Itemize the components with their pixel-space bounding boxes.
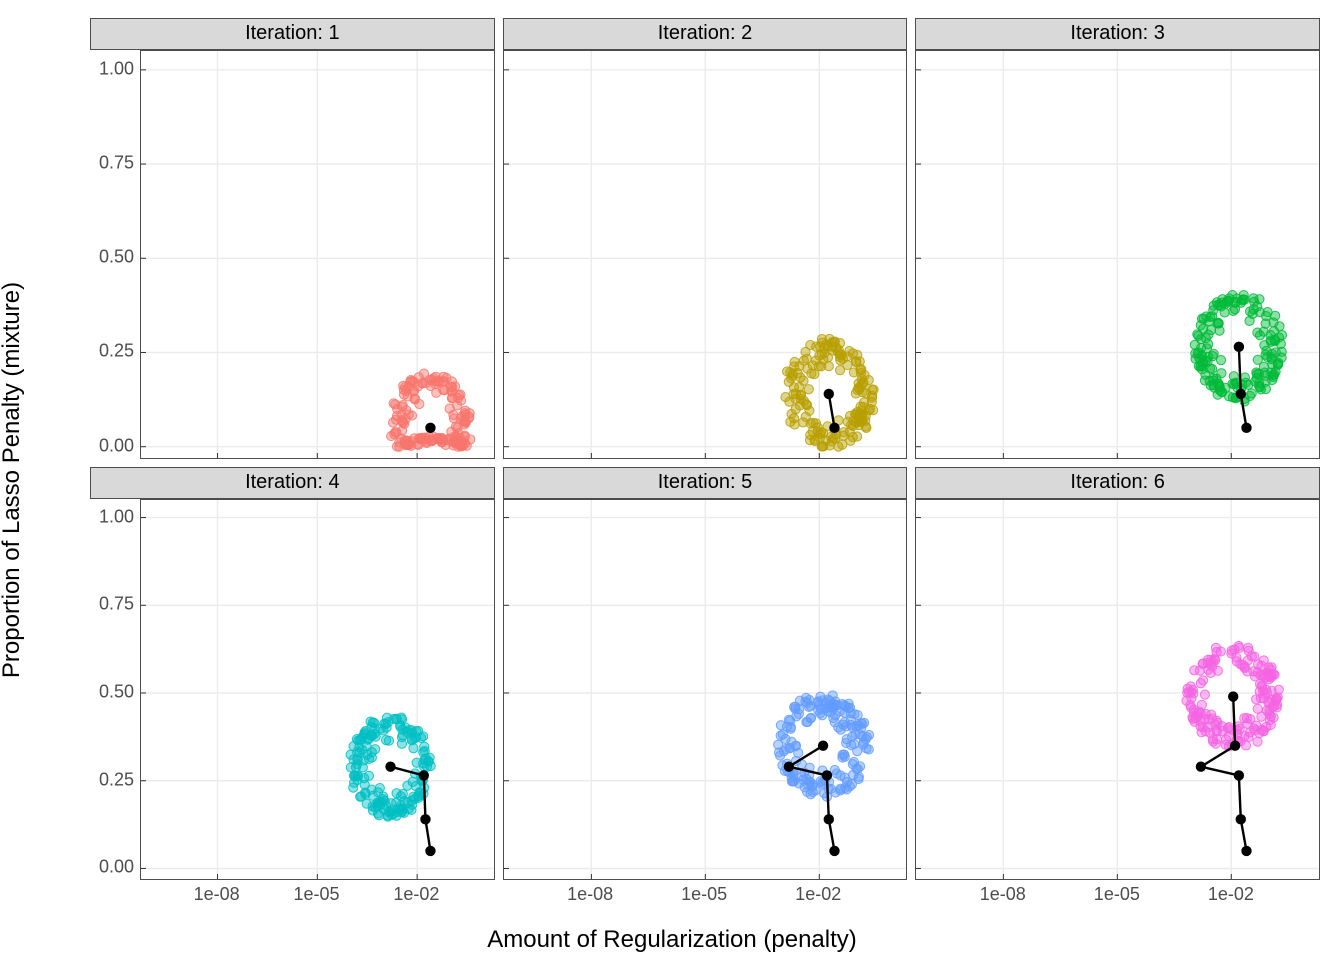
facet-panel: Iteration: 4 0.00 0.25 0.50 0.75 1.00 1e-08 1e-…: [90, 467, 495, 908]
facet-strip: Iteration: 6: [915, 467, 1320, 499]
facet-strip: Iteration: 3: [915, 18, 1320, 50]
x-tick-label: 1e-08: [194, 884, 240, 905]
facet-panel: Iteration: 6 1e-08 1e-05 1e-02: [915, 467, 1320, 908]
facet-grid: Iteration: 10.000.250.500.751.00Iteratio…: [90, 18, 1320, 908]
x-tick-label: 1e-08: [567, 884, 613, 905]
facet-strip: Iteration: 2: [503, 18, 908, 50]
y-tick-label: 0.00: [99, 435, 134, 456]
x-tick-label: 1e-05: [293, 884, 339, 905]
plot-panel: [140, 50, 495, 459]
facet-panel: Iteration: 2: [503, 18, 908, 459]
y-tick-label: 0.75: [99, 153, 134, 174]
facet-panel: Iteration: 3: [915, 18, 1320, 459]
x-tick-label: 1e-08: [980, 884, 1026, 905]
y-tick-label: 0.50: [99, 682, 134, 703]
y-tick-label: 0.75: [99, 594, 134, 615]
facet-strip: Iteration: 5: [503, 467, 908, 499]
figure: Proportion of Lasso Penalty (mixture) Am…: [0, 0, 1344, 960]
y-tick-label: 0.50: [99, 247, 134, 268]
plot-svg: [504, 51, 907, 458]
facet-panel: Iteration: 5 1e-08 1e-05 1e-02: [503, 467, 908, 908]
facet-panel: Iteration: 1 0.00 0.25 0.50 0.75 1.00: [90, 18, 495, 459]
plot-panel: [503, 50, 908, 459]
y-tick-label: 0.25: [99, 769, 134, 790]
plot-svg: [141, 500, 494, 879]
x-tick-label: 1e-02: [1208, 884, 1254, 905]
x-tick-label: 1e-05: [681, 884, 727, 905]
plot-svg: [504, 500, 907, 879]
plot-panel: [915, 499, 1320, 880]
facet-strip: Iteration: 4: [90, 467, 495, 499]
plot-svg: [916, 500, 1319, 879]
facet-strip: Iteration: 1: [90, 18, 495, 50]
plot-svg: [141, 51, 494, 458]
y-axis-label: Proportion of Lasso Penalty (mixture): [0, 282, 26, 678]
x-tick-label: 1e-02: [795, 884, 841, 905]
y-tick-label: 0.25: [99, 341, 134, 362]
plot-panel: [140, 499, 495, 880]
x-tick-label: 1e-02: [393, 884, 439, 905]
x-tick-label: 1e-05: [1094, 884, 1140, 905]
y-tick-label: 1.00: [99, 506, 134, 527]
y-tick-label: 1.00: [99, 58, 134, 79]
plot-panel: [915, 50, 1320, 459]
y-tick-label: 0.00: [99, 857, 134, 878]
plot-svg: [916, 51, 1319, 458]
plot-panel: [503, 499, 908, 880]
x-axis-label: Amount of Regularization (penalty): [487, 926, 857, 954]
